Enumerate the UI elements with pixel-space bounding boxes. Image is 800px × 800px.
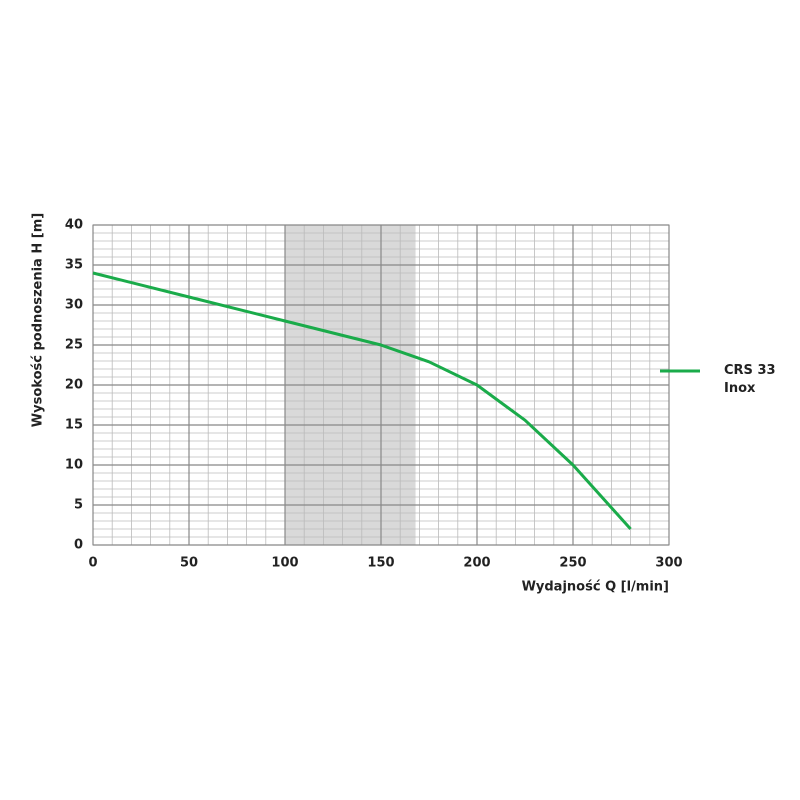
data-line: [92, 271, 632, 531]
y-tick-label: 15: [65, 418, 83, 433]
plot-border: [92, 224, 670, 546]
x-tick-label: 150: [367, 556, 394, 571]
x-tick-label: 100: [271, 556, 298, 571]
y-tick-label: 35: [65, 258, 83, 273]
x-tick-label: 250: [559, 556, 586, 571]
x-tick-label: 300: [655, 556, 682, 571]
y-tick-label: 30: [65, 298, 83, 313]
x-tick-label: 50: [180, 556, 198, 571]
x-tick-label: 0: [88, 556, 97, 571]
y-tick-label: 40: [65, 218, 83, 233]
y-tick-label: 5: [74, 498, 83, 513]
y-tick-label: 0: [74, 538, 83, 553]
legend-swatch: [660, 369, 700, 373]
legend: CRS 33 Inox: [660, 362, 780, 398]
x-tick-label: 200: [463, 556, 490, 571]
y-axis-label: Wysokość podnoszenia H [m]: [31, 213, 46, 427]
y-tick-label: 25: [65, 338, 83, 353]
x-axis-label: Wydajność Q [l/min]: [522, 580, 669, 595]
y-tick-label: 20: [65, 378, 83, 393]
y-tick-label: 10: [65, 458, 83, 473]
legend-label: CRS 33 Inox: [724, 363, 776, 396]
